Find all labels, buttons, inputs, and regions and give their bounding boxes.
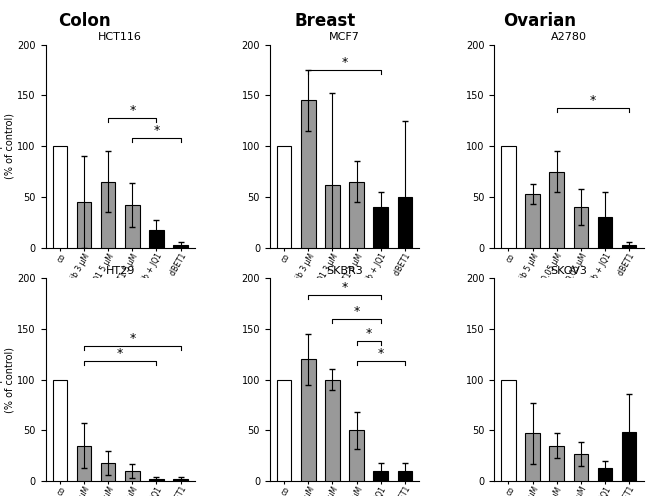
Text: *: * <box>129 332 135 345</box>
Bar <box>301 359 315 481</box>
Text: *: * <box>590 94 596 107</box>
Text: *: * <box>365 327 372 340</box>
Text: *: * <box>341 281 348 294</box>
Bar <box>598 468 612 481</box>
Bar <box>150 479 164 481</box>
Title: A2780: A2780 <box>551 32 587 43</box>
Title: HCT116: HCT116 <box>98 32 142 43</box>
Bar <box>277 379 291 481</box>
Text: Ovarian: Ovarian <box>503 12 576 30</box>
Text: Breast: Breast <box>294 12 356 30</box>
Bar <box>125 471 140 481</box>
Bar <box>573 454 588 481</box>
Text: *: * <box>378 347 384 360</box>
Bar <box>150 231 164 248</box>
Title: SKBR3: SKBR3 <box>326 266 363 276</box>
Bar <box>525 194 540 248</box>
Bar <box>501 146 515 248</box>
Bar <box>101 463 116 481</box>
Bar <box>325 379 340 481</box>
Title: MCF7: MCF7 <box>329 32 360 43</box>
Bar <box>501 379 515 481</box>
Bar <box>349 182 364 248</box>
Bar <box>77 202 91 248</box>
Bar <box>598 217 612 248</box>
Bar <box>374 471 388 481</box>
Bar <box>53 379 67 481</box>
Text: *: * <box>117 347 124 360</box>
Bar <box>125 205 140 248</box>
Text: *: * <box>341 56 348 69</box>
Bar <box>573 207 588 248</box>
Title: SKOV3: SKOV3 <box>551 266 587 276</box>
Bar <box>622 433 636 481</box>
Bar <box>398 471 412 481</box>
Bar <box>325 185 340 248</box>
Y-axis label: MYC expression
(% of control): MYC expression (% of control) <box>0 341 14 418</box>
Bar <box>77 445 91 481</box>
Text: *: * <box>354 305 359 318</box>
Bar <box>549 172 564 248</box>
Bar <box>301 101 315 248</box>
Bar <box>277 146 291 248</box>
Text: Colon: Colon <box>58 12 110 30</box>
Title: HT29: HT29 <box>105 266 135 276</box>
Bar <box>101 182 116 248</box>
Bar <box>53 146 67 248</box>
Bar <box>374 207 388 248</box>
Bar <box>525 434 540 481</box>
Text: *: * <box>129 104 135 117</box>
Bar <box>349 431 364 481</box>
Bar <box>622 245 636 248</box>
Bar <box>174 479 188 481</box>
Y-axis label: MYC expression
(% of control): MYC expression (% of control) <box>0 108 14 185</box>
Bar <box>549 445 564 481</box>
Bar <box>398 197 412 248</box>
Text: *: * <box>153 124 159 137</box>
Bar <box>174 245 188 248</box>
